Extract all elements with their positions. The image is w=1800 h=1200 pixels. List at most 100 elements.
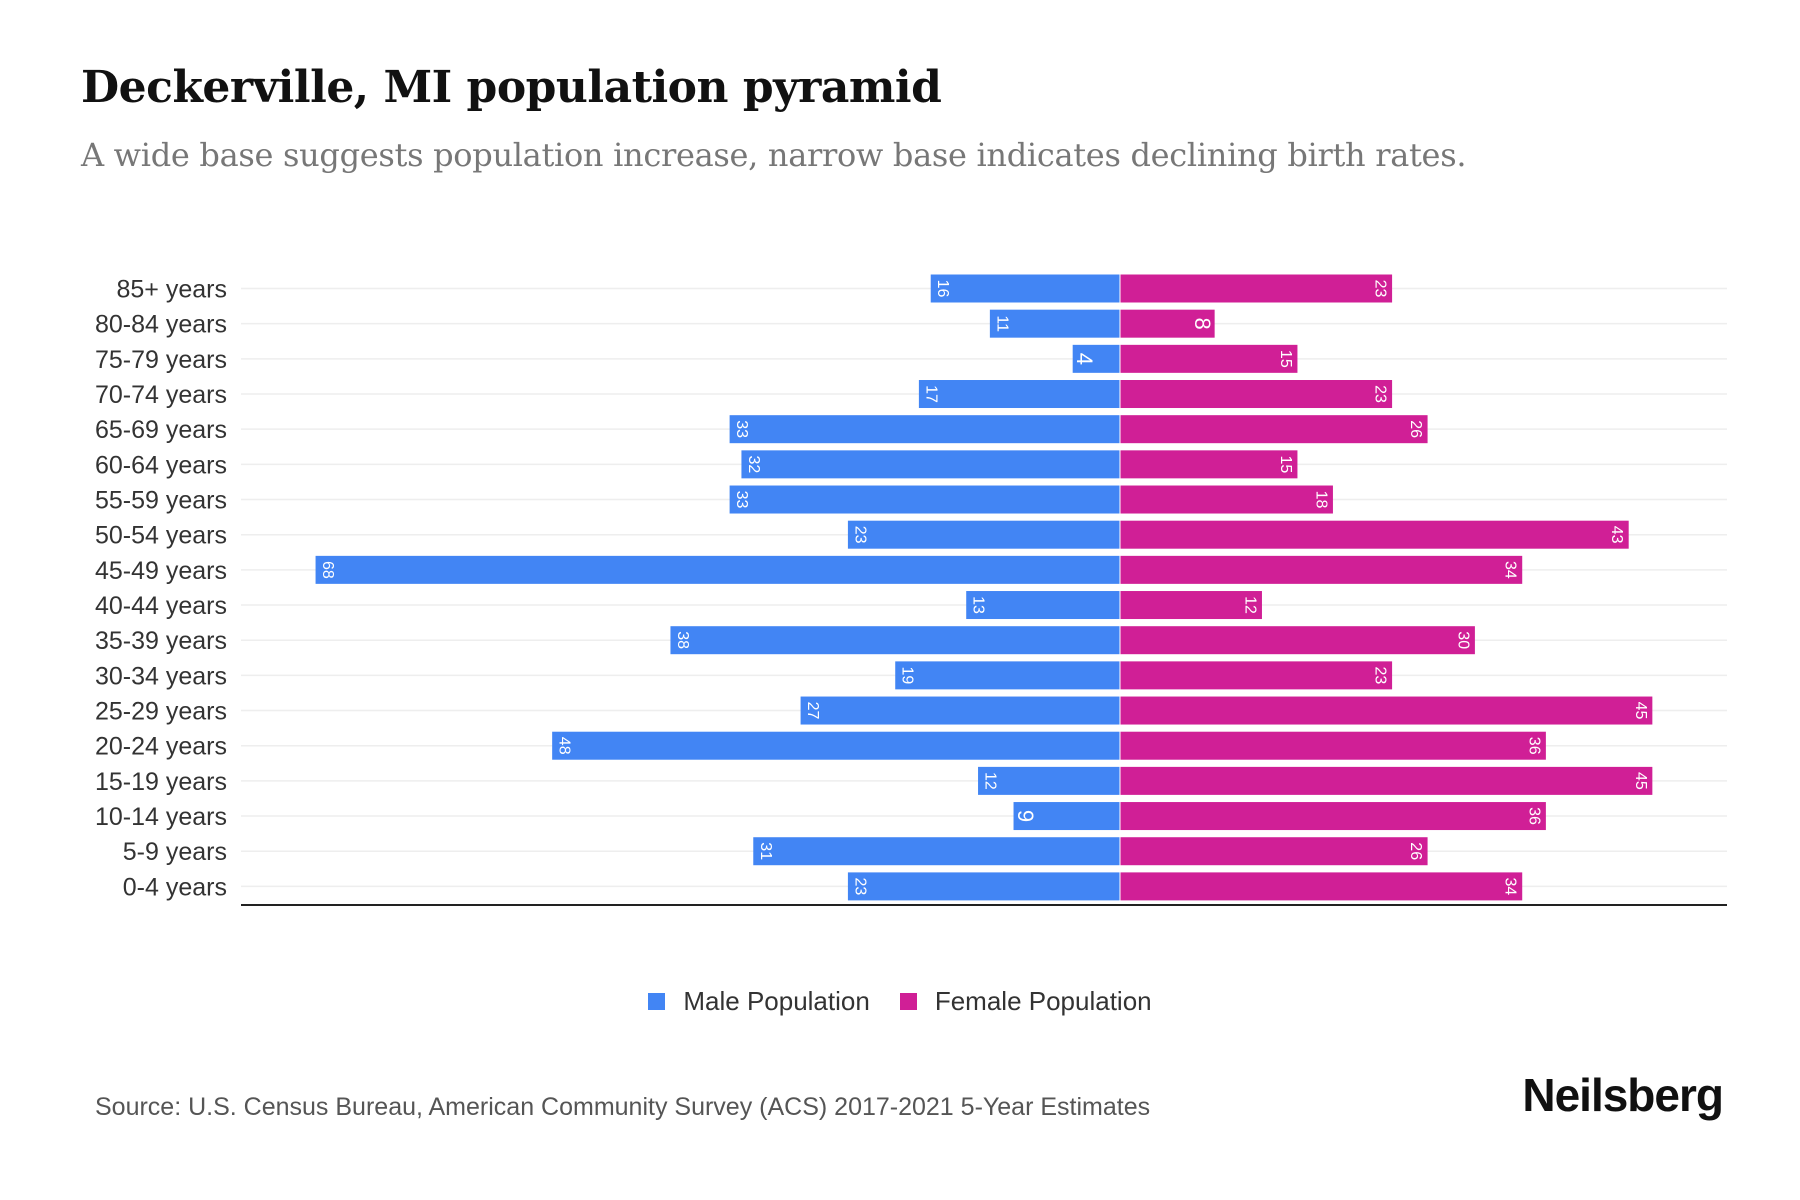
female-value-label: 30 <box>1454 631 1471 649</box>
female-value-label: 26 <box>1407 420 1424 438</box>
male-value-label: 23 <box>851 877 868 895</box>
male-bar <box>315 555 1120 584</box>
female-bar <box>1120 802 1546 831</box>
male-bar <box>729 485 1120 514</box>
category-label: 45-49 years <box>95 557 227 585</box>
category-label: 70-74 years <box>95 381 227 409</box>
female-value-label: 12 <box>1241 596 1258 614</box>
male-value-label: 31 <box>757 842 774 860</box>
male-bar <box>966 591 1120 620</box>
female-swatch <box>899 993 917 1010</box>
male-value-label: 19 <box>899 666 916 684</box>
female-value-label: 23 <box>1372 666 1389 684</box>
female-bar <box>1120 415 1428 444</box>
female-value-label: 43 <box>1608 526 1625 544</box>
female-bar <box>1120 520 1629 549</box>
male-bar <box>989 309 1120 338</box>
female-value-label: 26 <box>1407 842 1424 860</box>
male-bar <box>1072 344 1120 373</box>
male-value-label: 38 <box>674 631 691 649</box>
male-swatch <box>648 993 666 1010</box>
male-value-label: 17 <box>922 385 939 403</box>
female-value-label: 15 <box>1277 350 1294 368</box>
male-bar <box>800 696 1120 725</box>
category-label: 85+ years <box>117 276 228 304</box>
female-bar <box>1120 872 1523 901</box>
source-note: Source: U.S. Census Bureau, American Com… <box>95 1093 1151 1121</box>
female-value-label: 23 <box>1372 385 1389 403</box>
male-value-label: 13 <box>970 596 987 614</box>
chart-subtitle: A wide base suggests population increase… <box>81 136 1467 174</box>
female-bar <box>1120 591 1262 620</box>
female-value-label: 36 <box>1525 737 1542 755</box>
legend-item-female[interactable]: Female Population <box>899 986 1152 1017</box>
category-label: 10-14 years <box>95 803 227 831</box>
legend-item-male[interactable]: Male Population <box>648 986 870 1017</box>
male-value-label: 33 <box>733 420 750 438</box>
female-bar <box>1120 274 1393 303</box>
male-value-label: 4 <box>1072 353 1097 365</box>
female-value-label: 34 <box>1502 877 1519 895</box>
category-label: 55-59 years <box>95 487 227 515</box>
male-value-label: 11 <box>993 315 1010 332</box>
female-bar <box>1120 837 1428 866</box>
female-value-label: 34 <box>1502 561 1519 579</box>
male-value-label: 48 <box>556 737 573 755</box>
category-label: 65-69 years <box>95 416 227 444</box>
category-label: 40-44 years <box>95 592 227 620</box>
female-bar <box>1120 380 1393 409</box>
female-bar <box>1120 626 1475 655</box>
category-label: 25-29 years <box>95 698 227 726</box>
male-bar <box>847 520 1120 549</box>
male-bar <box>978 766 1120 795</box>
female-value-label: 23 <box>1372 280 1389 298</box>
male-bar <box>729 415 1120 444</box>
female-value-label: 45 <box>1632 772 1649 790</box>
category-label: 5-9 years <box>123 838 227 866</box>
legend: Male Population Female Population <box>0 986 1800 1017</box>
male-value-label: 33 <box>733 491 750 509</box>
female-value-label: 18 <box>1312 491 1329 509</box>
category-label: 20-24 years <box>95 733 227 761</box>
male-value-label: 27 <box>804 702 821 720</box>
female-bar <box>1120 485 1333 514</box>
male-value-label: 9 <box>1013 810 1038 822</box>
female-value-label: 15 <box>1277 455 1294 473</box>
female-value-label: 8 <box>1190 318 1215 330</box>
female-bar <box>1120 555 1523 584</box>
female-bar <box>1120 450 1298 479</box>
category-label: 50-54 years <box>95 522 227 550</box>
male-value-label: 12 <box>982 772 999 790</box>
category-label: 80-84 years <box>95 311 227 339</box>
male-bar <box>741 450 1120 479</box>
male-bar <box>847 872 1120 901</box>
female-bar <box>1120 344 1298 373</box>
male-bar <box>670 626 1120 655</box>
female-value-label: 45 <box>1632 702 1649 720</box>
male-value-label: 16 <box>934 280 951 298</box>
female-bar <box>1120 696 1653 725</box>
category-label: 30-34 years <box>95 662 227 690</box>
male-bar <box>930 274 1120 303</box>
pyramid-chart: 85+ years 16 23 80-84 years 11 8 75-79 years 4 1… <box>95 274 1727 906</box>
female-bar <box>1120 766 1653 795</box>
female-bar <box>1120 661 1393 690</box>
legend-male-label: Male Population <box>683 986 870 1016</box>
female-bar <box>1120 731 1546 760</box>
male-bar <box>552 731 1120 760</box>
male-bar <box>753 837 1120 866</box>
legend-female-label: Female Population <box>934 986 1152 1016</box>
neilsberg-logo: Neilsberg <box>1522 1069 1724 1121</box>
male-bar <box>1013 802 1120 831</box>
category-label: 75-79 years <box>95 346 227 374</box>
category-label: 15-19 years <box>95 768 227 796</box>
category-label: 0-4 years <box>123 873 227 901</box>
chart-title: Deckerville, MI population pyramid <box>81 62 942 113</box>
male-value-label: 32 <box>745 455 762 473</box>
male-value-label: 23 <box>851 526 868 544</box>
male-value-label: 68 <box>319 561 336 579</box>
female-bar <box>1120 309 1215 338</box>
female-value-label: 36 <box>1525 807 1542 825</box>
male-bar <box>918 380 1120 409</box>
